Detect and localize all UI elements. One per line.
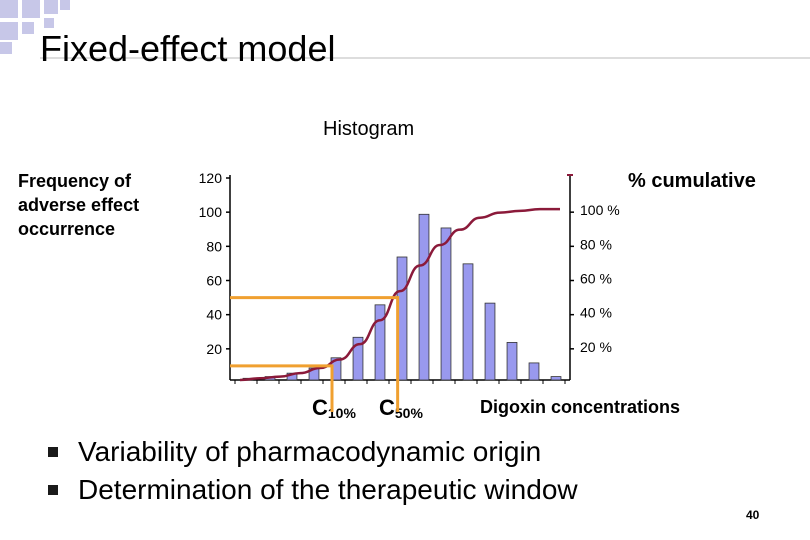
y2-tick-label: 40 % [580, 305, 612, 321]
bullet-item: Determination of the therapeutic window [48, 471, 578, 509]
decorative-square [0, 22, 18, 40]
cumulative-curve [239, 207, 560, 382]
y2-axis-label: % cumulative [628, 170, 756, 192]
decorative-square [0, 0, 18, 18]
c10-subscript: 10% [327, 405, 356, 421]
y-axis-label: Frequency of adverse effect occurrence [18, 171, 140, 239]
decorative-square [60, 0, 70, 10]
x-axis-label: Digoxin concentrations [480, 397, 681, 417]
y2-tick-label: 80 % [580, 236, 612, 252]
decorative-squares [0, 0, 810, 59]
chart-title: Histogram [323, 118, 415, 140]
decorative-square [0, 42, 12, 54]
histogram-bar [352, 336, 364, 381]
histogram-bar [440, 227, 452, 381]
decorative-square [22, 22, 34, 34]
histogram-bar [462, 263, 474, 381]
c50-guide [230, 296, 400, 412]
y2-tick-label: 100 % [580, 202, 620, 218]
histogram-bar [484, 302, 496, 381]
decorative-square [44, 0, 58, 14]
c10-guide [230, 364, 334, 412]
histogram-bar [418, 213, 430, 381]
y-tick-label: 100 [199, 204, 223, 220]
histogram-bar [550, 376, 562, 381]
c50-subscript: 50% [394, 405, 423, 421]
bullet-text: Variability of pharmacodynamic origin [78, 436, 542, 467]
histogram-bar [506, 342, 518, 381]
c50-label: C50% [379, 395, 423, 421]
bullet-item: Variability of pharmacodynamic origin [48, 433, 578, 471]
y-tick-label: 80 [206, 238, 222, 254]
y-tick-label: 40 [206, 307, 222, 323]
bullet-list: Variability of pharmacodynamic origin De… [48, 433, 578, 509]
histogram-bar [528, 362, 540, 381]
y2-tick-label: 60 % [580, 271, 612, 287]
slide-title: Fixed-effect model [40, 28, 336, 69]
c10-letter: C [312, 395, 328, 420]
decorative-square [22, 0, 40, 18]
decorative-square [44, 18, 54, 28]
y-tick-label: 20 [206, 341, 222, 357]
page-number: 40 [746, 508, 760, 522]
histogram-bar [374, 304, 386, 381]
bullet-square-icon [48, 447, 58, 457]
bullet-text: Determination of the therapeutic window [78, 474, 578, 505]
y2-tick-label: 20 % [580, 339, 612, 355]
c50-letter: C [379, 395, 395, 420]
y-tick-label: 60 [206, 273, 222, 289]
bullet-square-icon [48, 485, 58, 495]
y-tick-label: 120 [199, 170, 223, 186]
c10-label: C10% [312, 395, 356, 421]
